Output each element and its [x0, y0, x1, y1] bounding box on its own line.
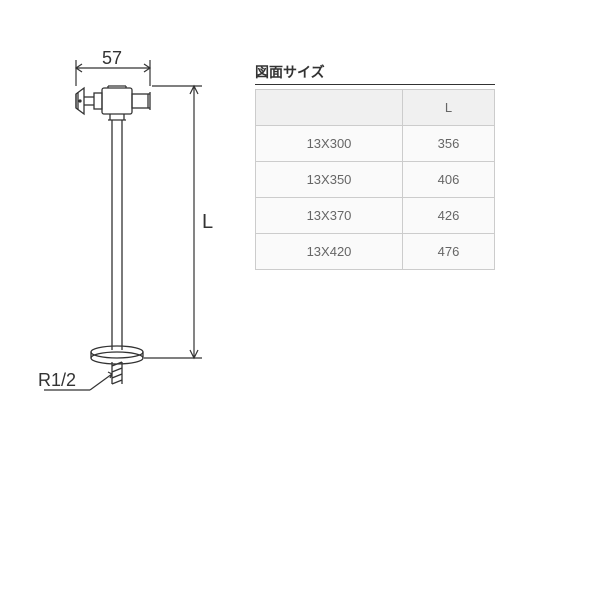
- cell-L: 426: [402, 198, 494, 234]
- cell-size: 13X370: [256, 198, 403, 234]
- cell-L: 476: [402, 234, 494, 270]
- thread-label: R1/2: [38, 370, 76, 390]
- table-row: 13X370 426: [256, 198, 495, 234]
- table-row: 13X420 476: [256, 234, 495, 270]
- size-table: L 13X300 356 13X350 406 13X370 426 13X42…: [255, 89, 495, 270]
- cell-L: 406: [402, 162, 494, 198]
- dim-top-text: 57: [102, 50, 122, 68]
- cell-size: 13X350: [256, 162, 403, 198]
- cell-size: 13X420: [256, 234, 403, 270]
- table-row: 13X350 406: [256, 162, 495, 198]
- table-header-L: L: [402, 90, 494, 126]
- cell-size: 13X300: [256, 126, 403, 162]
- technical-drawing: 57: [30, 50, 230, 410]
- cell-L: 356: [402, 126, 494, 162]
- table-title: 図面サイズ: [255, 62, 495, 85]
- dim-side-text: L: [202, 211, 213, 233]
- table-row: 13X300 356: [256, 126, 495, 162]
- size-table-block: 図面サイズ L 13X300 356 13X350 406 13X370: [255, 62, 495, 270]
- table-header-blank: [256, 90, 403, 126]
